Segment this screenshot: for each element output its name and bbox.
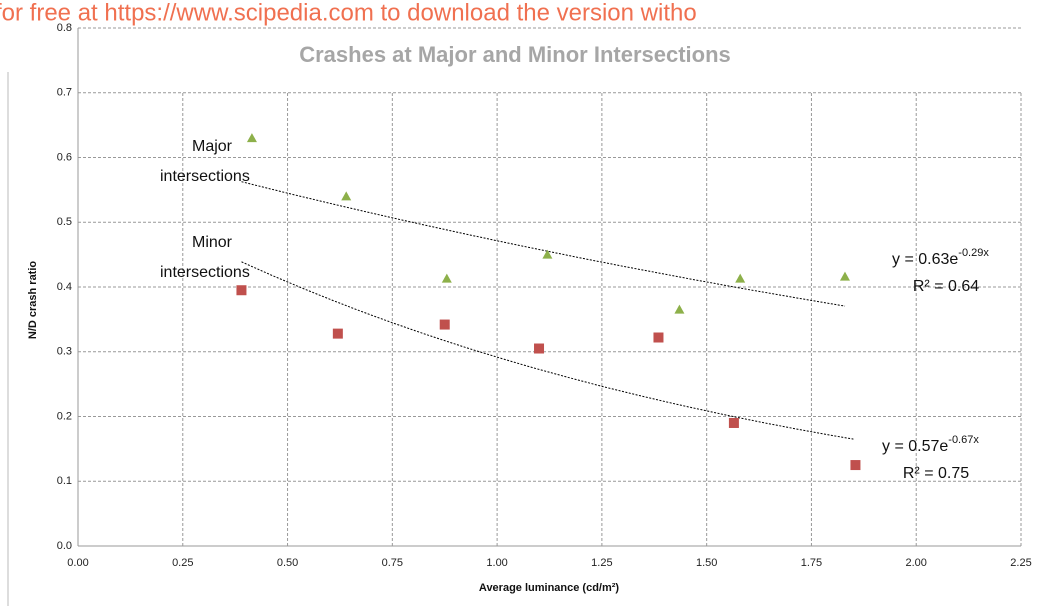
equation-exponent: -0.67x <box>948 434 979 446</box>
x-tick-label: 0.75 <box>382 557 403 569</box>
equation-exponent: -0.29x <box>958 247 989 259</box>
trendline <box>241 261 854 440</box>
point <box>341 191 352 201</box>
point <box>850 460 861 471</box>
trendline-equation: y = 0.57e-0.67x <box>882 434 979 455</box>
x-tick-label: 1.25 <box>591 557 612 569</box>
annotation: Minor <box>192 234 233 251</box>
r-squared: R² = 0.64 <box>913 278 979 295</box>
annotation: intersections <box>160 168 250 185</box>
point <box>674 304 685 314</box>
x-axis-label: Average luminance (cd/m²) <box>479 582 620 594</box>
point <box>728 417 739 428</box>
annotation: Major <box>192 138 233 155</box>
y-tick-label: 0.8 <box>57 22 72 34</box>
y-tick-label: 0.3 <box>57 346 72 358</box>
x-tick-label: 2.00 <box>906 557 927 569</box>
point <box>839 271 850 281</box>
x-tick-label: 0.00 <box>67 557 88 569</box>
r-squared: R² = 0.75 <box>903 465 969 482</box>
y-tick-label: 0.2 <box>57 410 72 422</box>
y-tick-label: 0.0 <box>57 540 72 552</box>
equation-text: y = 0.63e <box>892 251 958 268</box>
x-tick-label: 1.75 <box>801 557 822 569</box>
point <box>735 273 746 283</box>
point <box>542 249 553 259</box>
y-axis-label: N/D crash ratio <box>27 261 39 340</box>
point <box>246 133 257 143</box>
trendline <box>241 181 846 307</box>
x-tick-label: 1.50 <box>696 557 717 569</box>
point <box>332 328 343 339</box>
annotation: intersections <box>160 264 250 281</box>
x-tick-label: 0.25 <box>172 557 193 569</box>
point <box>439 319 450 330</box>
watermark: for free at https://www.scipedia.com to … <box>0 0 697 26</box>
trendline-equation: y = 0.63e-0.29x <box>892 247 989 268</box>
equation-text: y = 0.57e <box>882 438 948 455</box>
point <box>236 285 247 296</box>
x-tick-label: 1.00 <box>486 557 507 569</box>
chart-title: Crashes at Major and Minor Intersections <box>299 42 731 67</box>
y-tick-label: 0.6 <box>57 151 72 163</box>
y-tick-label: 0.7 <box>57 87 72 99</box>
point <box>653 332 664 343</box>
point <box>534 343 545 354</box>
point <box>441 273 452 283</box>
x-tick-label: 2.25 <box>1010 557 1031 569</box>
y-tick-label: 0.4 <box>57 281 72 293</box>
y-tick-label: 0.5 <box>57 216 72 228</box>
x-tick-label: 0.50 <box>277 557 298 569</box>
y-tick-label: 0.1 <box>57 475 72 487</box>
